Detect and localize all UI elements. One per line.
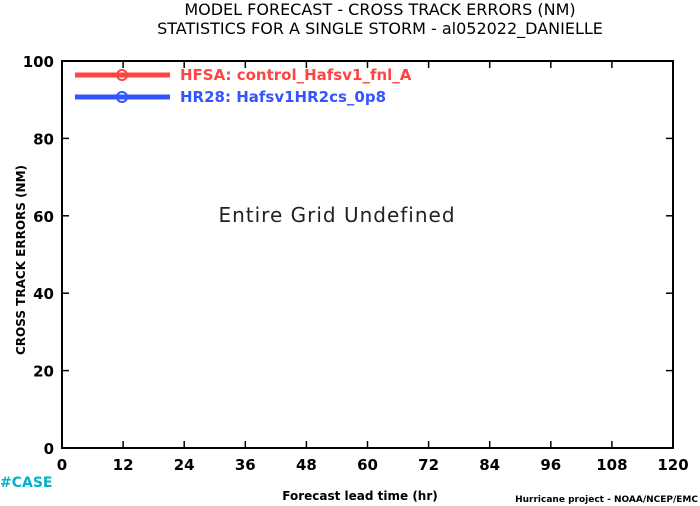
y-tick-label: 40 [33, 285, 54, 303]
x-tick-label: 12 [113, 456, 134, 474]
y-tick-label: 20 [33, 363, 54, 381]
x-tick-label: 48 [296, 456, 317, 474]
x-tick-label: 0 [57, 456, 67, 474]
credit-text: Hurricane project - NOAA/NCEP/EMC [515, 495, 698, 505]
x-tick-label: 60 [357, 456, 378, 474]
legend-label: HR28: Hafsv1HR2cs_0p8 [180, 88, 386, 106]
legend-marker [116, 69, 128, 81]
x-axis-ticks: 0 12 24 36 48 60 72 84 96 108 120 [57, 61, 689, 474]
y-tick-label: 100 [23, 53, 54, 71]
x-tick-label: 96 [540, 456, 561, 474]
x-tick-label: 24 [174, 456, 195, 474]
x-axis-label: Forecast lead time (hr) [282, 489, 438, 503]
y-axis-ticks: 0 20 40 60 80 100 [23, 53, 673, 458]
y-tick-label: 80 [33, 130, 54, 148]
legend: HFSA: control_Hafsv1_fnl_A HR28: Hafsv1HR… [75, 66, 412, 106]
case-label: #CASE [0, 475, 53, 491]
chart-subtitle: STATISTICS FOR A SINGLE STORM - al052022… [157, 19, 603, 39]
x-tick-label: 72 [418, 456, 439, 474]
y-tick-label: 0 [44, 440, 54, 458]
legend-marker [116, 91, 128, 103]
legend-label: HFSA: control_Hafsv1_fnl_A [180, 66, 412, 84]
x-tick-label: 36 [235, 456, 256, 474]
y-tick-label: 60 [33, 208, 54, 226]
y-axis-label: CROSS TRACK ERRORS (NM) [14, 165, 28, 355]
x-tick-label: 108 [596, 456, 627, 474]
x-tick-label: 120 [657, 456, 688, 474]
plot-frame [61, 60, 674, 449]
undefined-grid-message: Entire Grid Undefined [218, 203, 455, 227]
x-tick-label: 84 [479, 456, 500, 474]
chart-title: MODEL FORECAST - CROSS TRACK ERRORS (NM) [184, 0, 575, 19]
